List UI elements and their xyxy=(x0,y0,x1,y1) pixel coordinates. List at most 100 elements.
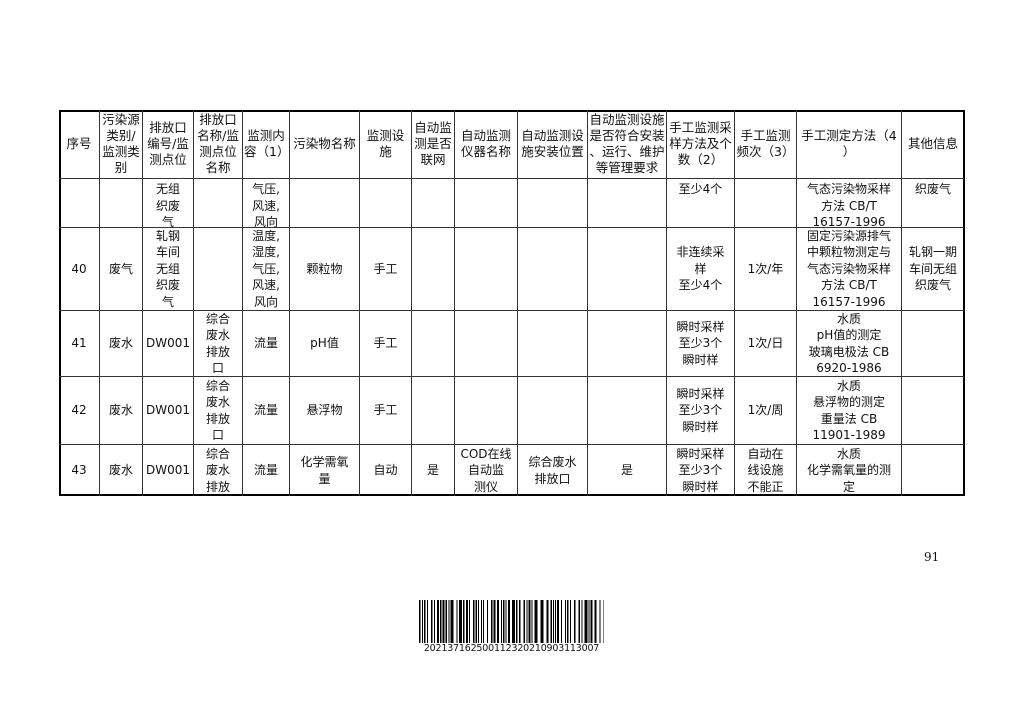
barcode-bar xyxy=(437,600,439,643)
barcode-bar xyxy=(508,600,510,643)
cell-source-type: 废气 xyxy=(100,228,143,311)
header-monitoring-facility: 监测设施 xyxy=(360,110,412,179)
cell-outlet-code: DW001 xyxy=(143,377,194,445)
barcode-bar xyxy=(581,600,583,643)
barcode-bar xyxy=(497,600,499,643)
cell-monitoring-content: 流量 xyxy=(243,445,290,496)
barcode-bar xyxy=(526,600,528,643)
barcode-bar xyxy=(565,600,566,643)
header-other-info: 其他信息 xyxy=(902,110,964,179)
cell-other-info: 织废气 xyxy=(902,179,964,228)
header-monitoring-content: 监测内 容（1） xyxy=(243,110,290,179)
barcode-bar xyxy=(561,600,562,643)
cell-auto-compliance xyxy=(588,179,667,228)
barcode-bar xyxy=(478,600,479,643)
cell-monitoring-facility: 手工 xyxy=(360,377,412,445)
cell-auto-networked xyxy=(412,311,455,377)
cell-monitoring-content: 流量 xyxy=(243,377,290,445)
cell-auto-install-location: 综合废水 排放口 xyxy=(518,445,588,496)
barcode-bar xyxy=(440,600,442,643)
cell-other-info xyxy=(902,311,964,377)
cell-manual-frequency: 1次/年 xyxy=(735,228,797,311)
cell-auto-install-location xyxy=(518,377,588,445)
cell-auto-instrument: COD在线 自动监 测仪 xyxy=(455,445,518,496)
cell-monitoring-facility: 手工 xyxy=(360,311,412,377)
cell-manual-frequency xyxy=(735,179,797,228)
barcode-bar xyxy=(540,600,544,643)
barcode-bar xyxy=(546,600,549,643)
cell-auto-networked: 是 xyxy=(412,445,455,496)
cell-source-type xyxy=(100,179,143,228)
cell-manual-sampling-method: 非连续采 样 至少4个 xyxy=(667,228,735,311)
monitoring-table: 序号 污染源 类别/ 监测类 别排放口 编号/监 测点位 排放口 名称/监 测点位 … xyxy=(59,110,965,496)
barcode-bar xyxy=(550,600,552,643)
cell-pollutant-name: 悬浮物 xyxy=(290,377,360,445)
cell-manual-frequency: 自动在 线设施 不能正 xyxy=(735,445,797,496)
barcode-bar xyxy=(463,600,465,643)
barcode-bar xyxy=(427,600,428,643)
barcode-bar xyxy=(445,600,447,643)
cell-auto-networked xyxy=(412,228,455,311)
cell-other-info xyxy=(902,377,964,445)
barcode-bar xyxy=(531,600,533,643)
cell-monitoring-facility: 自动 xyxy=(360,445,412,496)
cell-source-type: 废水 xyxy=(100,445,143,496)
barcode-bar xyxy=(555,600,556,643)
barcode-bar xyxy=(487,600,488,643)
cell-auto-install-location xyxy=(518,228,588,311)
barcode-bar xyxy=(519,600,521,643)
cell-index: 42 xyxy=(59,377,100,445)
barcode-bar xyxy=(459,600,462,643)
barcode-bar xyxy=(491,600,493,643)
barcode-bar xyxy=(424,600,426,643)
barcode-bar xyxy=(483,600,484,643)
barcode-image xyxy=(419,600,604,643)
cell-other-info: 轧钢一期 车间无组 织废气 xyxy=(902,228,964,311)
cell-auto-instrument xyxy=(455,179,518,228)
cell-outlet-code: DW001 xyxy=(143,445,194,496)
barcode-number: 202137162500112320210903113007 xyxy=(423,643,600,654)
cell-manual-frequency: 1次/日 xyxy=(735,311,797,377)
barcode-bar xyxy=(523,600,525,643)
cell-auto-networked xyxy=(412,377,455,445)
cell-manual-method: 固定污染源排气 中颗粒物测定与 气态污染物采样 方法 CB/T 16157-19… xyxy=(797,228,902,311)
cell-pollutant-name: 化学需氧 量 xyxy=(290,445,360,496)
barcode-bar xyxy=(473,600,475,643)
barcode-bar xyxy=(431,600,433,643)
barcode-bar xyxy=(516,600,518,643)
header-outlet-name: 排放口 名称/监 测点位 名称 xyxy=(194,110,243,179)
barcode-bar xyxy=(599,600,601,643)
barcode-bar xyxy=(584,600,588,643)
cell-auto-compliance xyxy=(588,311,667,377)
header-pollutant-name: 污染物名称 xyxy=(290,110,360,179)
barcode-bar xyxy=(448,600,450,643)
cell-manual-sampling-method: 瞬时采样 至少3个 瞬时样 xyxy=(667,445,735,496)
barcode-bar xyxy=(574,600,576,643)
barcode-bar xyxy=(578,600,580,643)
barcode-bar xyxy=(603,600,604,643)
barcode-bar xyxy=(481,600,482,643)
cell-source-type: 废水 xyxy=(100,377,143,445)
cell-manual-sampling-method: 至少4个 xyxy=(667,179,735,228)
cell-manual-sampling-method: 瞬时采样 至少3个 瞬时样 xyxy=(667,377,735,445)
barcode-bar xyxy=(534,600,538,643)
cell-index: 43 xyxy=(59,445,100,496)
barcode-bar xyxy=(505,600,507,643)
barcode-bar xyxy=(528,600,531,643)
cell-outlet-code: DW001 xyxy=(143,311,194,377)
cell-outlet-code: 轧钢 车间 无组 织废 气 xyxy=(143,228,194,311)
header-auto-compliance: 自动监测设施 是否符合安装 、运行、维护 等管理要求 xyxy=(588,110,667,179)
barcode-bar xyxy=(469,600,470,643)
cell-auto-install-location xyxy=(518,311,588,377)
barcode-bar xyxy=(501,600,502,643)
barcode-bar xyxy=(419,600,421,643)
barcode-bar xyxy=(442,600,445,643)
barcode-bar xyxy=(594,600,597,643)
cell-monitoring-content: 温度, 湿度, 气压, 风速, 风向 xyxy=(243,228,290,311)
barcode-bar xyxy=(590,600,593,643)
cell-index: 40 xyxy=(59,228,100,311)
cell-manual-method: 水质 悬浮物的测定 重量法 CB 11901-1989 xyxy=(797,377,902,445)
cell-monitoring-facility: 手工 xyxy=(360,228,412,311)
barcode-bar xyxy=(422,600,423,643)
barcode-bar xyxy=(588,600,590,643)
